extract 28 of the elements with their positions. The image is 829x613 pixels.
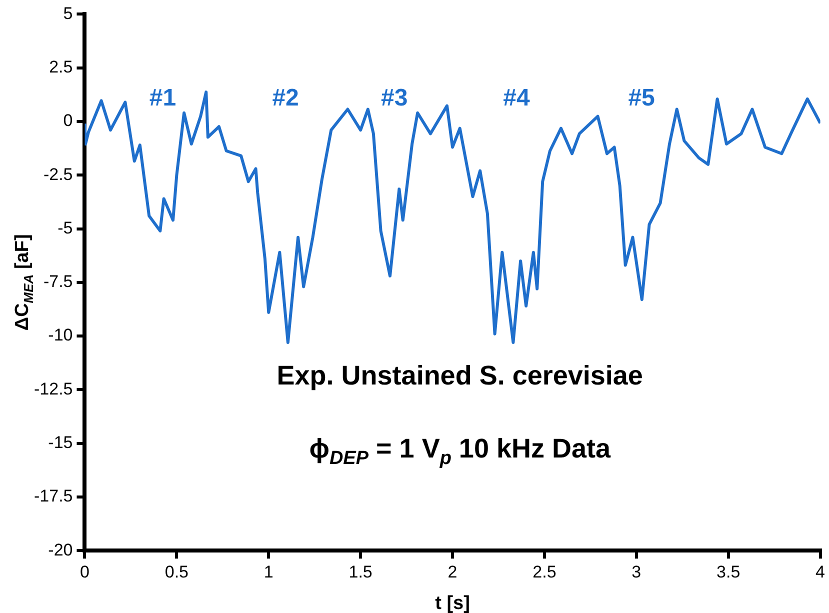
y-tick-label: 0: [63, 111, 73, 130]
y-tick-label: -17.5: [34, 486, 73, 506]
x-tick-label: 4: [816, 562, 826, 582]
y-tick-label: -10: [48, 326, 73, 345]
y-tick-label: 2.5: [49, 58, 73, 77]
x-tick-label: 0.5: [164, 562, 189, 582]
annotation: #1: [149, 84, 176, 112]
y-tick-label: -2.5: [43, 164, 73, 184]
x-axis-title: t [s]: [435, 593, 470, 613]
annotation: #2: [272, 84, 299, 112]
annotation: #4: [503, 84, 530, 112]
y-tick-label: -15: [48, 433, 73, 452]
y-axis-title: ΔCMEA [aF]: [12, 234, 36, 331]
annotation: #3: [381, 84, 408, 112]
x-tick-label: 0: [80, 562, 90, 582]
y-tick-label: -20: [48, 540, 73, 560]
x-tick-label: 3.5: [716, 562, 740, 582]
x-tick-label: 2.5: [532, 562, 556, 582]
annotation: Exp. Unstained S. cerevisiae: [276, 360, 643, 390]
x-tick-label: 1: [264, 562, 274, 582]
y-tick-label: 5: [63, 4, 73, 23]
x-tick-label: 2: [448, 562, 458, 582]
annotation: #5: [628, 84, 655, 112]
y-tick-label: -12.5: [34, 379, 73, 398]
x-tick-label: 3: [632, 562, 642, 582]
x-tick-label: 1.5: [348, 562, 372, 582]
y-tick-label: -7.5: [43, 272, 73, 292]
y-tick-label: -5: [58, 218, 73, 238]
